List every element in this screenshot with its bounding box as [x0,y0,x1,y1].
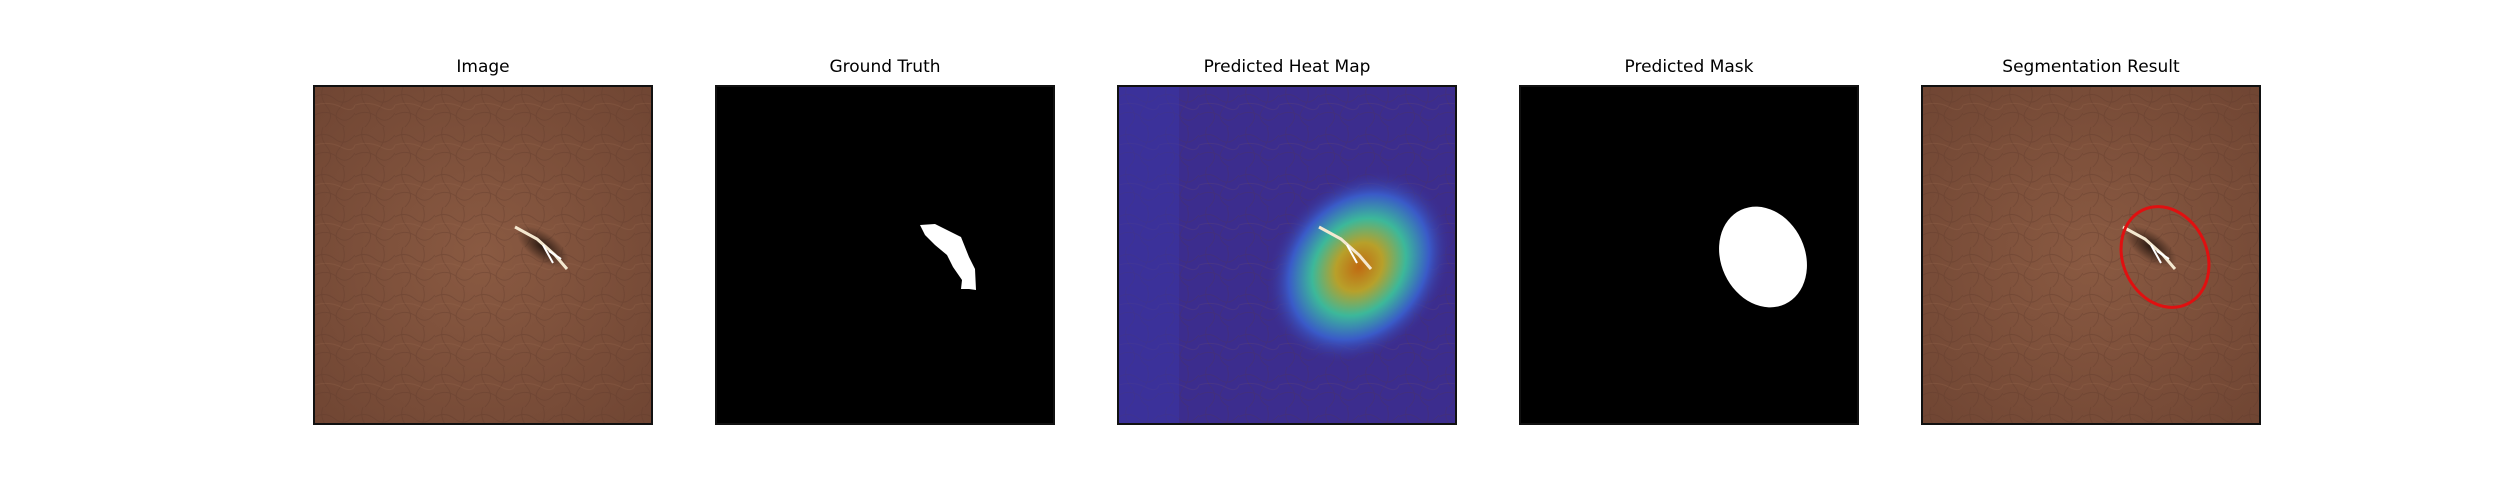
segmentation-result-image [1921,85,2261,425]
panel-title: Predicted Heat Map [1203,57,1371,77]
predicted-mask [1519,85,1859,425]
ground-truth-mask [715,85,1055,425]
panel-title: Image [456,57,510,77]
leather-image [313,85,653,425]
panel-title: Predicted Mask [1624,57,1754,77]
panel-title: Segmentation Result [2002,57,2180,77]
segmentation-contour [2119,205,2211,309]
heat-map-image [1117,85,1457,425]
panel-title: Ground Truth [829,57,941,77]
